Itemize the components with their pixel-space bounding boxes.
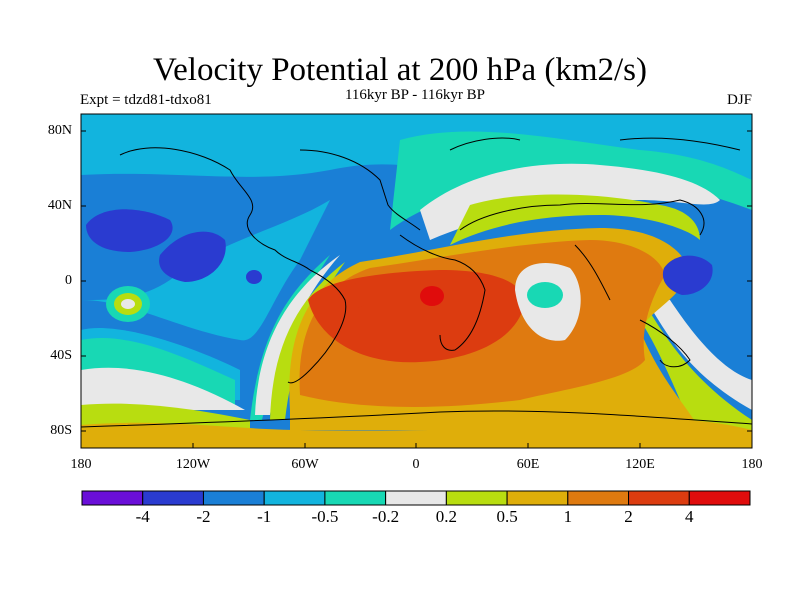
colorbar-label: 0.5	[496, 507, 518, 526]
colorbar-swatch	[506, 490, 569, 506]
axis-ticks	[80, 130, 753, 448]
lat-tick-40n: 40N	[47, 198, 72, 213]
colorbar	[81, 490, 751, 506]
lat-tick-40s: 40S	[50, 348, 72, 363]
colorbar-swatch	[688, 490, 751, 506]
lon-tick-120w: 120W	[175, 457, 211, 472]
chart-title: Velocity Potential at 200 hPa (km2/s)	[152, 52, 648, 88]
lat-tick-80n: 80N	[47, 123, 72, 138]
lon-tick-0: 0	[412, 457, 420, 472]
colorbar-swatch	[628, 490, 690, 506]
lon-tick-180w: 180	[70, 457, 92, 472]
period-label: 116kyr BP - 116kyr BP	[344, 87, 485, 103]
colorbar-label: 2	[624, 507, 633, 526]
colorbar-swatch	[142, 490, 204, 506]
colorbar-label: 4	[685, 507, 694, 526]
colorbar-swatch	[445, 490, 508, 506]
colorbar-label: 0.2	[435, 507, 457, 526]
coastlines	[81, 137, 752, 428]
velocity-potential-field	[81, 114, 752, 448]
season-label: DJF	[726, 92, 752, 108]
colorbar-label: -2	[196, 507, 211, 526]
colorbar-swatch	[324, 490, 387, 506]
colorbar-label: -1	[257, 507, 272, 526]
colorbar-swatch	[385, 490, 447, 506]
colorbar-label: -0.5	[311, 507, 339, 526]
lat-tick-0: 0	[65, 273, 72, 288]
experiment-label: Expt = tdzd81-tdxo81	[80, 92, 212, 108]
colorbar-swatch	[81, 490, 144, 506]
colorbar-swatch	[567, 490, 630, 506]
colorbar-label: 1	[563, 507, 573, 526]
colorbar-swatch	[263, 490, 326, 506]
lon-tick-60w: 60W	[291, 457, 319, 472]
lon-tick-180e: 180	[741, 457, 763, 472]
lon-tick-60e: 60E	[516, 457, 540, 472]
lon-tick-120e: 120E	[625, 457, 655, 472]
lat-tick-80s: 80S	[50, 423, 72, 438]
colorbar-label: -4	[135, 507, 150, 526]
colorbar-label: -0.2	[372, 507, 400, 526]
colorbar-swatch	[202, 490, 265, 506]
